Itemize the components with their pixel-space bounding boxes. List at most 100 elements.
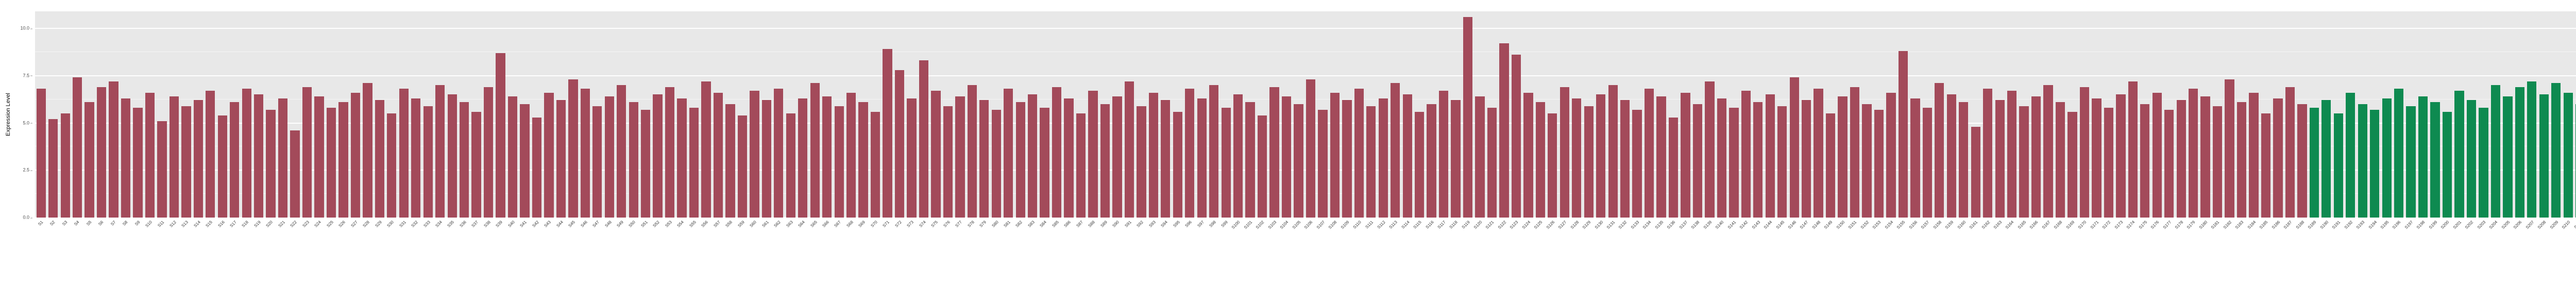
x-tick-label: S157: [1920, 220, 1930, 230]
x-tick-slot: S131: [1606, 219, 1619, 296]
x-tick-label: S72: [894, 220, 903, 228]
bar-slot: [1099, 11, 1111, 218]
x-tick-slot: S121: [1485, 219, 1498, 296]
bar: [314, 96, 324, 218]
x-tick-label: S46: [580, 220, 588, 228]
x-tick-label: S89: [1099, 220, 1108, 228]
x-tick-slot: S61: [760, 219, 772, 296]
x-tick-label: S124: [1521, 220, 1532, 230]
x-tick-label: S163: [1992, 220, 2003, 230]
bar: [556, 100, 566, 218]
bar: [435, 85, 445, 218]
x-tick-slot: S31: [398, 219, 410, 296]
x-tick-slot: S175: [2138, 219, 2151, 296]
bar: [193, 100, 203, 218]
x-tick-slot: S34: [434, 219, 446, 296]
x-tick-slot: S176: [2150, 219, 2163, 296]
x-tick-slot: S152: [1860, 219, 1873, 296]
bar: [798, 98, 808, 218]
bar: [737, 115, 748, 218]
bar-slot: [2103, 11, 2114, 218]
x-tick-slot: S146: [1787, 219, 1800, 296]
bar: [1971, 126, 1980, 218]
bar-slot: [1691, 11, 1703, 218]
x-tick-slot: S185: [2259, 219, 2272, 296]
y-axis: 0.0 2.5 5.0 7.5 10.0: [12, 11, 33, 220]
x-tick-label: S52: [652, 220, 661, 228]
x-tick-label: S191: [2331, 220, 2342, 230]
bar-slot: [410, 11, 422, 218]
bar: [2285, 87, 2295, 218]
x-tick-slot: S126: [1545, 219, 1558, 296]
x-tick-slot: S90: [1111, 219, 1123, 296]
x-tick-label: S166: [2029, 220, 2039, 230]
bar-slot: [1147, 11, 1159, 218]
x-tick-slot: S76: [942, 219, 954, 296]
x-tick-slot: S184: [2247, 219, 2260, 296]
bar-slot: [289, 11, 301, 218]
bar: [1391, 83, 1400, 218]
bar-slot: [616, 11, 628, 218]
bar: [761, 100, 771, 218]
x-tick-slot: S10: [144, 219, 156, 296]
bar-slot: [1607, 11, 1619, 218]
x-tick-label: S109: [1340, 220, 1350, 230]
bar-slot: [205, 11, 216, 218]
bar: [230, 102, 240, 218]
bar: [1729, 108, 1739, 218]
bar: [653, 94, 663, 218]
x-tick-label: S22: [289, 220, 298, 228]
x-tick-slot: S13: [180, 219, 192, 296]
bar-slot: [1184, 11, 1196, 218]
x-tick-label: S185: [2259, 220, 2269, 230]
x-tick-slot: S19: [252, 219, 264, 296]
x-tick-label: S106: [1303, 220, 1314, 230]
bar: [1233, 94, 1243, 218]
y-tick-label: 10.0: [20, 25, 32, 31]
x-tick-slot: S195: [2380, 219, 2393, 296]
bar: [48, 119, 58, 218]
x-tick-slot: S140: [1715, 219, 1727, 296]
x-tick-slot: S143: [1751, 219, 1764, 296]
x-tick-label: S98: [1208, 220, 1217, 228]
bar-slot: [1256, 11, 1268, 218]
x-tick-slot: S196: [2392, 219, 2404, 296]
x-tick-slot: S110: [1352, 219, 1365, 296]
bar: [1209, 85, 1219, 218]
bar: [1789, 77, 1799, 218]
x-tick-slot: S95: [1172, 219, 1183, 296]
x-tick-slot: S169: [2065, 219, 2078, 296]
bar: [931, 91, 941, 218]
x-tick-label: S104: [1279, 220, 1290, 230]
bar-slot: [1196, 11, 1208, 218]
x-tick-label: S67: [833, 220, 842, 228]
x-tick-slot: S84: [1039, 219, 1050, 296]
bar-slot: [2260, 11, 2272, 218]
bar-slot: [1123, 11, 1135, 218]
bar: [1088, 91, 1098, 218]
x-tick-label: S155: [1896, 220, 1906, 230]
x-tick-slot: S63: [785, 219, 796, 296]
bar-slot: [2175, 11, 2187, 218]
bar-slot: [1861, 11, 1873, 218]
x-tick-slot: S159: [1944, 219, 1957, 296]
x-tick-slot: S89: [1099, 219, 1111, 296]
bar-slot: [2127, 11, 2139, 218]
bar-slot: [120, 11, 131, 218]
bar-slot: [1571, 11, 1583, 218]
bar: [1765, 94, 1775, 218]
bar: [677, 98, 687, 218]
bar-slot: [2562, 11, 2574, 218]
bar-slot: [531, 11, 543, 218]
bar: [1294, 104, 1303, 218]
bar-slot: [773, 11, 785, 218]
bar-slot: [1050, 11, 1062, 218]
x-tick-label: S174: [2125, 220, 2136, 230]
bar: [1608, 85, 1618, 218]
bar-slot: [1063, 11, 1075, 218]
x-tick-label: S17: [229, 220, 238, 228]
bar-slot: [760, 11, 772, 218]
bar-slot: [1401, 11, 1413, 218]
x-tick-slot: S7: [108, 219, 120, 296]
x-tick-slot: S80: [990, 219, 1002, 296]
